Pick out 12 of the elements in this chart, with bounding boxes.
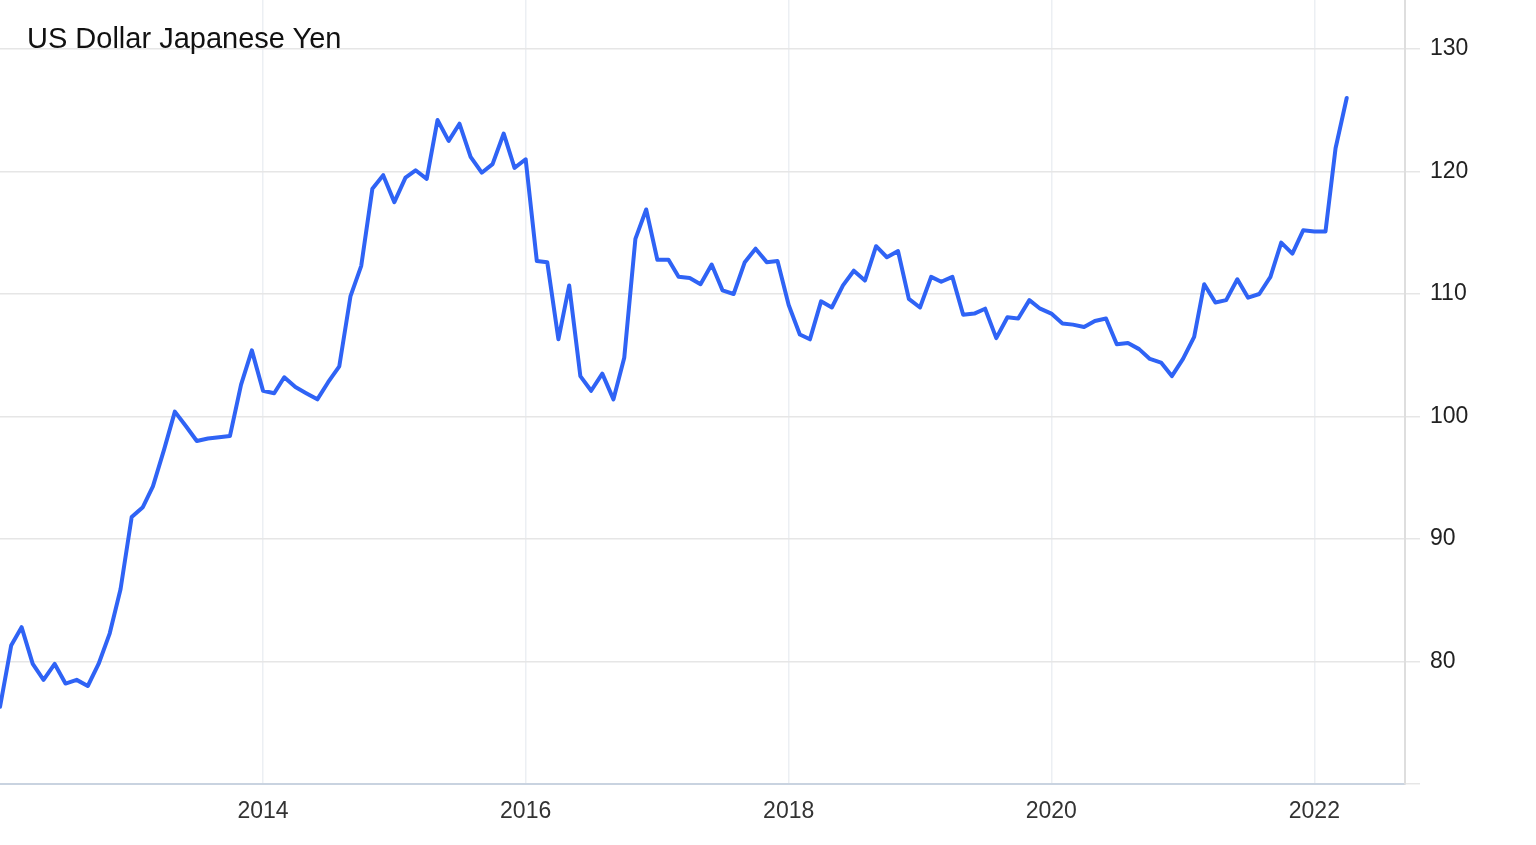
y-tick-label: 100 [1430,401,1469,428]
text: US Dollar Japanese Yen [27,22,342,55]
x-tick-label: 2018 [763,797,815,824]
y-tick-label: 110 [1430,279,1467,306]
y-tick-label: 130 [1430,34,1469,61]
x-tick-label: 2022 [1288,797,1340,824]
x-tick-label: 2014 [237,797,289,824]
x-tick-label: 2016 [500,797,552,824]
x-tick-label: 2020 [1025,797,1077,824]
y-tick-label: 120 [1430,156,1469,183]
y-tick-label: 90 [1430,524,1456,551]
y-tick-label: 80 [1430,646,1456,673]
